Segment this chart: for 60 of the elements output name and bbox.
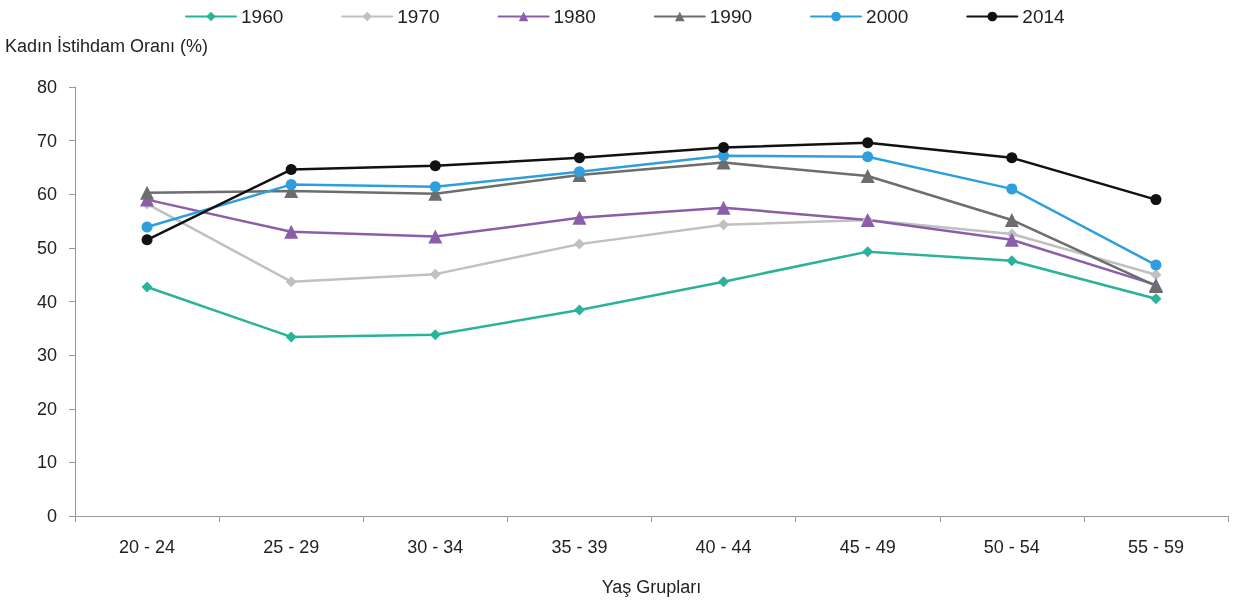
point	[1004, 212, 1019, 227]
y-axis-title: Kadın İstihdam Oranı (%)	[5, 36, 209, 56]
y-tick-label: 40	[36, 291, 57, 312]
point	[716, 200, 731, 215]
legend-label: 2014	[1022, 6, 1066, 27]
point	[429, 160, 441, 172]
point	[285, 179, 297, 191]
point	[1150, 259, 1162, 271]
y-tick-label: 0	[46, 506, 57, 526]
point	[285, 331, 297, 343]
point	[285, 164, 297, 176]
legend-label: 2000	[866, 6, 909, 27]
point	[1150, 293, 1162, 305]
point	[718, 276, 730, 288]
point	[284, 224, 299, 239]
point	[141, 281, 153, 293]
y-tick-label: 80	[36, 77, 57, 97]
x-axis-title: Yaş Grupları	[601, 577, 702, 597]
point	[573, 152, 585, 164]
point	[141, 234, 153, 246]
legend-label: 1970	[397, 6, 440, 27]
point	[572, 210, 587, 225]
point	[285, 276, 297, 288]
point	[862, 246, 874, 258]
point	[1004, 232, 1019, 247]
y-tick-label: 20	[36, 398, 57, 419]
y-tick-label: 70	[36, 130, 57, 151]
point	[1006, 255, 1018, 267]
point	[428, 229, 443, 244]
x-tick-label: 50 - 54	[983, 537, 1040, 557]
y-tick-label: 50	[36, 237, 57, 258]
x-tick-label: 25 - 29	[263, 537, 320, 557]
point	[429, 181, 441, 193]
point	[573, 238, 585, 250]
point	[1006, 183, 1018, 195]
x-tick-label: 20 - 24	[119, 537, 176, 557]
point	[718, 142, 730, 154]
legend-label: 1960	[241, 6, 284, 27]
point	[1150, 269, 1162, 281]
x-tick-label: 30 - 34	[407, 537, 464, 557]
point	[429, 268, 441, 280]
point	[862, 151, 874, 163]
point	[862, 137, 874, 149]
x-tick-label: 55 - 59	[1127, 537, 1184, 557]
point	[860, 169, 875, 184]
x-tick-label: 45 - 49	[839, 537, 896, 557]
y-tick-label: 30	[36, 345, 57, 366]
point	[141, 221, 153, 233]
point	[1006, 152, 1018, 164]
x-tick-label: 40 - 44	[695, 537, 752, 557]
legend-label: 1980	[553, 6, 596, 27]
point	[429, 329, 441, 341]
y-tick-label: 60	[36, 184, 57, 205]
point	[573, 166, 585, 178]
y-tick-label: 10	[36, 452, 57, 473]
point	[1150, 194, 1162, 206]
x-tick-label: 35 - 39	[551, 537, 608, 557]
legend-label: 1990	[709, 6, 753, 27]
point	[573, 304, 585, 316]
point	[140, 185, 155, 200]
